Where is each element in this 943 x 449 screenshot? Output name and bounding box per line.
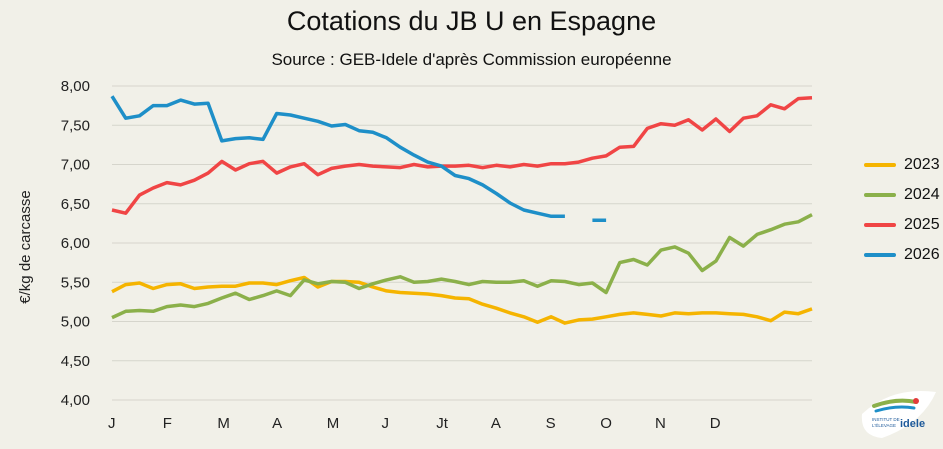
y-tick-label: 5,00 <box>61 314 90 331</box>
y-tick-label: 4,50 <box>61 353 90 370</box>
chart-title: Cotations du JB U en Espagne <box>286 6 657 36</box>
x-tick-label: A <box>272 415 282 432</box>
series-line-2023 <box>111 275 813 325</box>
legend-label: 2025 <box>904 216 940 233</box>
legend-label: 2024 <box>904 186 940 203</box>
y-tick-label: 7,50 <box>61 117 90 134</box>
legend-swatch <box>864 193 896 197</box>
x-tick-label: J <box>108 415 116 432</box>
legend-swatch <box>864 253 896 257</box>
x-tick-label: Jt <box>436 415 449 432</box>
svg-text:L'ÉLEVAGE: L'ÉLEVAGE <box>872 422 896 428</box>
legend-item-2024: 2024 <box>864 180 940 210</box>
svg-text:INSTITUT DE: INSTITUT DE <box>872 417 900 422</box>
legend-swatch <box>864 163 896 167</box>
legend-item-2023: 2023 <box>864 150 940 180</box>
idele-logo: INSTITUT DE L'ÉLEVAGE idele <box>861 390 936 438</box>
y-tick-label: 8,00 <box>61 78 90 95</box>
x-tick-label: F <box>163 415 172 432</box>
legend-item-2025: 2025 <box>864 210 940 240</box>
x-tick-label: M <box>327 415 340 432</box>
legend: 2023 2024 2025 2026 <box>864 150 940 270</box>
x-tick-label: O <box>600 415 612 432</box>
legend-label: 2023 <box>904 156 940 173</box>
x-tick-label: M <box>217 415 230 432</box>
x-tick-label: N <box>655 415 666 432</box>
y-tick-label: 6,00 <box>61 235 90 252</box>
y-axis-label: €/kg de carcasse <box>17 190 34 303</box>
y-tick-label: 7,00 <box>61 157 90 174</box>
chart-subtitle: Source : GEB-Idele d'après Commission eu… <box>271 50 672 69</box>
x-tick-label: A <box>491 415 501 432</box>
legend-item-2026: 2026 <box>864 240 940 270</box>
y-tick-label: 4,00 <box>61 392 90 409</box>
series-line-2025 <box>111 96 813 215</box>
series-line-2024 <box>111 213 813 320</box>
x-tick-label: S <box>546 415 556 432</box>
y-tick-label: 5,50 <box>61 274 90 291</box>
x-tick-label: D <box>710 415 721 432</box>
svg-text:idele: idele <box>900 418 925 430</box>
series-line-2026 <box>110 95 607 222</box>
y-tick-label: 6,50 <box>61 196 90 213</box>
legend-swatch <box>864 223 896 227</box>
legend-label: 2026 <box>904 246 940 263</box>
x-tick-label: J <box>382 415 390 432</box>
